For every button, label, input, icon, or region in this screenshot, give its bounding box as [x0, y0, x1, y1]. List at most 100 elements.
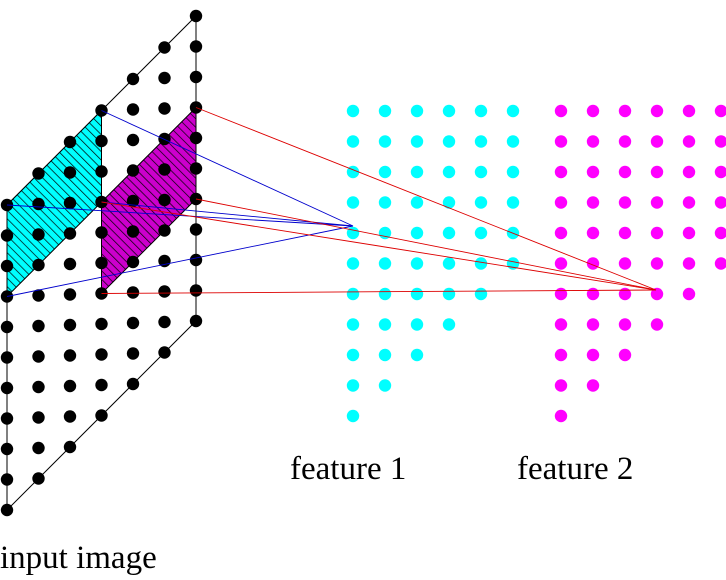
- input-pixel: [189, 253, 203, 267]
- input-pixel: [95, 409, 108, 422]
- input-pixel: [0, 320, 14, 334]
- feature-2-unit: [554, 165, 568, 179]
- feature-1-unit: [410, 104, 424, 118]
- input-pixel: [189, 131, 203, 145]
- feature-2-map: [554, 104, 726, 423]
- input-pixel: [63, 135, 77, 149]
- connection-line-feature-2: [101, 201, 657, 291]
- input-pixel: [95, 226, 108, 239]
- feature-1-label: feature 1: [290, 451, 406, 487]
- feature-1-unit: [410, 165, 424, 179]
- connection-line-feature-2: [101, 289, 657, 294]
- feature-1-unit: [346, 409, 360, 423]
- input-pixel: [63, 196, 77, 210]
- feature-1-unit: [474, 165, 488, 179]
- feature-1-unit: [346, 104, 360, 118]
- feature-1-unit: [442, 226, 456, 240]
- feature-2-unit: [586, 318, 600, 331]
- feature-1-unit: [378, 135, 392, 148]
- feature-1-unit: [506, 135, 520, 148]
- feature-1-unit: [474, 257, 488, 270]
- feature-2-unit: [554, 226, 568, 240]
- feature-2-unit: [714, 257, 726, 270]
- input-pixel: [158, 285, 171, 298]
- feature-2-unit: [650, 196, 664, 209]
- feature-1-unit: [378, 165, 392, 179]
- feature-2-unit: [554, 409, 568, 423]
- feature-1-unit: [410, 196, 424, 209]
- input-pixel: [126, 164, 140, 177]
- input-pixel: [126, 347, 140, 360]
- feature-2-unit: [714, 196, 726, 209]
- input-pixel: [158, 71, 171, 85]
- feature-1-unit: [378, 379, 392, 392]
- input-pixel: [32, 197, 45, 211]
- feature-1-unit: [378, 318, 392, 331]
- input-pixel: [126, 133, 140, 147]
- connection-line-feature-2: [195, 198, 657, 291]
- input-pixel: [63, 440, 77, 454]
- feature-2-unit: [554, 379, 568, 392]
- input-pixel: [158, 224, 171, 237]
- input-pixel: [32, 228, 45, 241]
- input-pixel: [126, 255, 140, 269]
- feature-2-unit: [586, 104, 600, 118]
- connection-line-feature-1: [101, 110, 354, 227]
- feature-1-unit: [442, 135, 456, 148]
- input-pixel: [95, 165, 108, 178]
- feature-1-unit: [506, 104, 520, 118]
- input-pixel: [32, 289, 45, 302]
- input-pixel: [0, 473, 14, 486]
- feature-2-unit: [714, 226, 726, 240]
- receptive-field-patches: [6, 106, 197, 298]
- input-pixel: [126, 316, 140, 330]
- feature-2-unit: [650, 165, 664, 179]
- feature-1-unit: [442, 196, 456, 209]
- input-pixel: [63, 410, 77, 423]
- feature-1-unit: [378, 196, 392, 209]
- feature-1-unit: [346, 348, 360, 362]
- input-pixel: [126, 103, 140, 116]
- feature-2-unit: [650, 287, 664, 301]
- input-pixel: [0, 259, 14, 273]
- input-pixel: [32, 167, 45, 180]
- feature-1-unit: [442, 287, 456, 301]
- input-pixel: [32, 411, 45, 424]
- feature-2-unit: [554, 135, 568, 148]
- input-pixel: [0, 381, 14, 395]
- input-pixel: [126, 72, 140, 86]
- feature-2-unit: [618, 226, 632, 240]
- feature-2-unit: [586, 135, 600, 148]
- feature-1-unit: [474, 135, 488, 148]
- feature-2-unit: [586, 287, 600, 301]
- feature-1-unit: [378, 287, 392, 301]
- input-pixel: [32, 319, 45, 333]
- input-pixel: [189, 70, 203, 84]
- input-pixel: [158, 315, 171, 329]
- feature-2-unit: [618, 165, 632, 179]
- input-pixel: [126, 194, 140, 208]
- input-pixel: [158, 163, 171, 176]
- patch-feature-2-hatch: [101, 106, 197, 295]
- input-pixel: [158, 102, 171, 115]
- input-pixel: [32, 380, 45, 394]
- input-pixel: [95, 317, 108, 331]
- feature-2-unit: [586, 348, 600, 362]
- input-pixel: [158, 193, 171, 207]
- input-pixel: [32, 441, 45, 455]
- connection-lines: [6, 107, 657, 297]
- feature-1-unit: [442, 318, 456, 331]
- feature-1-unit: [346, 257, 360, 270]
- feature-1-unit: [346, 196, 360, 209]
- feature-1-unit: [474, 196, 488, 209]
- feature-2-unit: [682, 104, 696, 118]
- feature-2-unit: [714, 165, 726, 179]
- feature-2-unit: [714, 135, 726, 148]
- input-pixel: [189, 223, 203, 236]
- input-pixel: [63, 379, 77, 393]
- feature-2-unit: [554, 196, 568, 209]
- feature-1-unit: [410, 135, 424, 148]
- feature-2-label: feature 2: [517, 451, 633, 487]
- feature-2-unit: [618, 196, 632, 209]
- feature-2-unit: [554, 348, 568, 362]
